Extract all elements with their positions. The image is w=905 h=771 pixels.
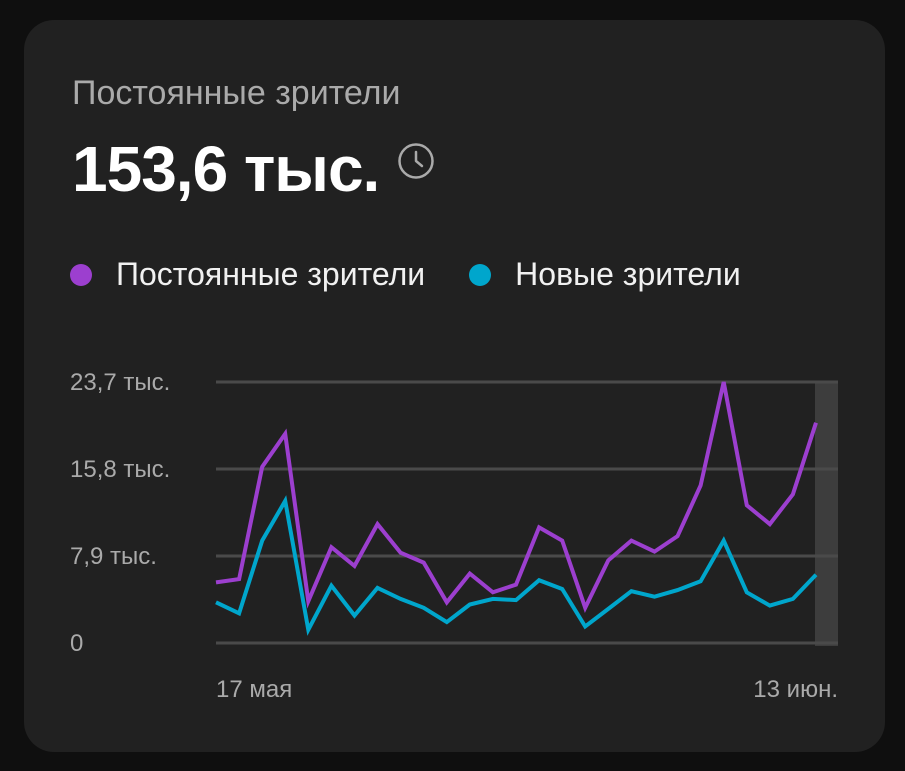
- x-tick-label-start: 17 мая: [216, 676, 292, 703]
- legend-label-returning: Постоянные зрители: [116, 256, 426, 292]
- y-tick-label: 23,7 тыс.: [70, 369, 170, 396]
- metric-row: 153,6 тыс.: [72, 132, 435, 206]
- legend-dot-new: [469, 263, 492, 286]
- legend-item-returning[interactable]: Постоянные зрители: [70, 256, 425, 293]
- hover-highlight-band: [815, 382, 838, 646]
- card-title: Постоянные зрители: [72, 74, 401, 112]
- y-tick-label: 15,8 тыс.: [70, 456, 170, 483]
- x-tick-label-end: 13 июн.: [753, 676, 838, 703]
- clock-icon[interactable]: [397, 142, 435, 180]
- chart-legend: Постоянные зрители Новые зрители: [70, 256, 785, 293]
- legend-dot-returning: [70, 263, 92, 286]
- returning-viewers-card: Постоянные зрители 153,6 тыс. Постоянные…: [24, 20, 885, 752]
- y-tick-label: 0: [70, 630, 83, 657]
- series-line-returning-viewers: [215, 381, 818, 614]
- legend-label-new: Новые зрители: [515, 256, 741, 292]
- metric-value: 153,6 тыс.: [72, 133, 380, 205]
- series-line-new-viewers: [215, 495, 818, 636]
- y-tick-label: 7,9 тыс.: [70, 543, 157, 570]
- legend-item-new[interactable]: Новые зрители: [469, 256, 741, 293]
